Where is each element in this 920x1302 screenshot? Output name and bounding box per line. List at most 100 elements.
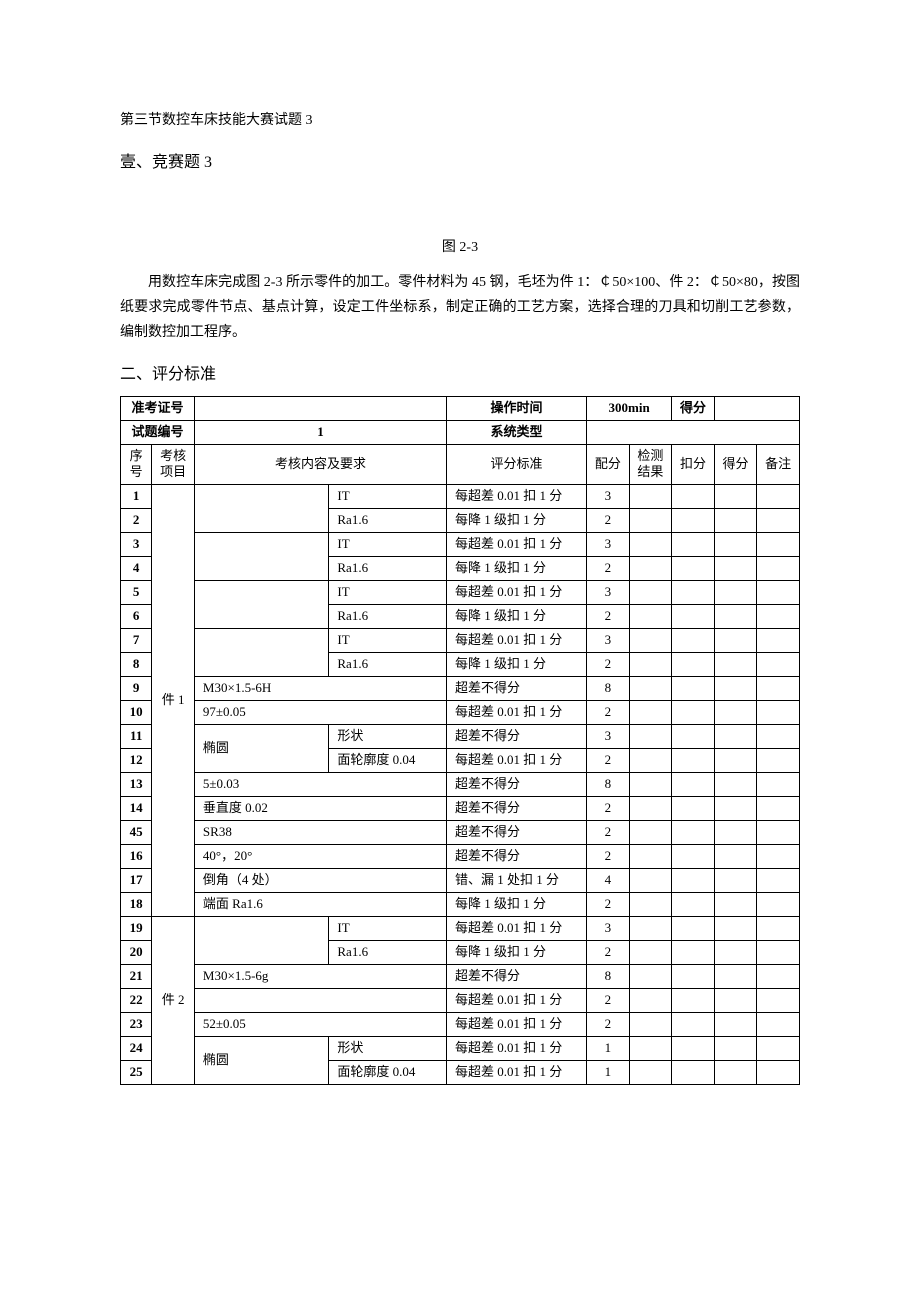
table-row: 45 SR38 超差不得分 2 xyxy=(121,821,800,845)
deduct-cell xyxy=(672,581,715,605)
final-cell xyxy=(714,773,757,797)
standard-cell: 每降 1 级扣 1 分 xyxy=(447,893,587,917)
standard-cell: 每超差 0.01 扣 1 分 xyxy=(447,749,587,773)
seq-cell: 21 xyxy=(121,965,152,989)
alloc-cell: 2 xyxy=(587,821,630,845)
note-cell xyxy=(757,653,800,677)
standard-cell: 超差不得分 xyxy=(447,965,587,989)
section-header: 第三节数控车床技能大赛试题 3 xyxy=(120,110,800,132)
result-cell xyxy=(629,821,672,845)
alloc-cell: 2 xyxy=(587,941,630,965)
deduct-cell xyxy=(672,653,715,677)
alloc-cell: 2 xyxy=(587,509,630,533)
table-row: 5 IT 每超差 0.01 扣 1 分 3 xyxy=(121,581,800,605)
col-alloc: 配分 xyxy=(587,444,630,485)
seq-cell: 12 xyxy=(121,749,152,773)
table-row: 14 垂直度 0.02 超差不得分 2 xyxy=(121,797,800,821)
result-cell xyxy=(629,797,672,821)
standard-cell: 超差不得分 xyxy=(447,725,587,749)
alloc-cell: 2 xyxy=(587,845,630,869)
content-main xyxy=(194,533,328,581)
alloc-cell: 4 xyxy=(587,869,630,893)
result-cell xyxy=(629,485,672,509)
header-row-2: 试题编号 1 系统类型 xyxy=(121,420,800,444)
final-cell xyxy=(714,653,757,677)
standard-cell: 每超差 0.01 扣 1 分 xyxy=(447,629,587,653)
table-row: 16 40°，20° 超差不得分 2 xyxy=(121,845,800,869)
col-final: 得分 xyxy=(714,444,757,485)
note-cell xyxy=(757,485,800,509)
content-full: 97±0.05 xyxy=(194,701,446,725)
content-main xyxy=(194,485,328,533)
ellipse-label-2: 椭圆 xyxy=(194,1037,328,1085)
note-cell xyxy=(757,845,800,869)
content-sub: 形状 xyxy=(329,725,447,749)
deduct-cell xyxy=(672,1013,715,1037)
final-cell xyxy=(714,509,757,533)
final-cell xyxy=(714,581,757,605)
content-sub: IT xyxy=(329,629,447,653)
content-sub: Ra1.6 xyxy=(329,605,447,629)
standard-cell: 每降 1 级扣 1 分 xyxy=(447,557,587,581)
deduct-cell xyxy=(672,965,715,989)
result-cell xyxy=(629,557,672,581)
seq-cell: 13 xyxy=(121,773,152,797)
content-sub: IT xyxy=(329,485,447,509)
alloc-cell: 3 xyxy=(587,485,630,509)
seq-cell: 24 xyxy=(121,1037,152,1061)
note-cell xyxy=(757,893,800,917)
result-cell xyxy=(629,869,672,893)
section2-title: 二、评分标准 xyxy=(120,360,800,384)
seq-cell: 1 xyxy=(121,485,152,509)
content-full: 40°，20° xyxy=(194,845,446,869)
deduct-cell xyxy=(672,605,715,629)
seq-cell: 25 xyxy=(121,1061,152,1085)
col-note: 备注 xyxy=(757,444,800,485)
final-cell xyxy=(714,941,757,965)
col-deduct: 扣分 xyxy=(672,444,715,485)
final-cell xyxy=(714,701,757,725)
alloc-cell: 8 xyxy=(587,677,630,701)
deduct-cell xyxy=(672,821,715,845)
result-cell xyxy=(629,701,672,725)
result-cell xyxy=(629,989,672,1013)
content-sub: 面轮廓度 0.04 xyxy=(329,749,447,773)
seq-cell: 16 xyxy=(121,845,152,869)
alloc-cell: 3 xyxy=(587,533,630,557)
content-full: 垂直度 0.02 xyxy=(194,797,446,821)
result-cell xyxy=(629,533,672,557)
col-seq: 序号 xyxy=(121,444,152,485)
result-cell xyxy=(629,893,672,917)
description-text: 用数控车床完成图 2-3 所示零件的加工。零件材料为 45 钢，毛坯为件 1：￠… xyxy=(120,270,800,346)
seq-cell: 19 xyxy=(121,917,152,941)
alloc-cell: 8 xyxy=(587,773,630,797)
result-cell xyxy=(629,509,672,533)
note-cell xyxy=(757,1061,800,1085)
alloc-cell: 2 xyxy=(587,605,630,629)
standard-cell: 每降 1 级扣 1 分 xyxy=(447,941,587,965)
question-no-label: 试题编号 xyxy=(121,420,195,444)
op-time-label: 操作时间 xyxy=(447,396,587,420)
result-cell xyxy=(629,845,672,869)
seq-cell: 23 xyxy=(121,1013,152,1037)
seq-cell: 2 xyxy=(121,509,152,533)
standard-cell: 每超差 0.01 扣 1 分 xyxy=(447,581,587,605)
result-cell xyxy=(629,581,672,605)
final-cell xyxy=(714,821,757,845)
result-cell xyxy=(629,773,672,797)
op-time-value: 300min xyxy=(587,396,672,420)
alloc-cell: 3 xyxy=(587,629,630,653)
deduct-cell xyxy=(672,485,715,509)
system-type-label: 系统类型 xyxy=(447,420,587,444)
table-row: 23 52±0.05 每超差 0.01 扣 1 分 2 xyxy=(121,1013,800,1037)
content-full: 倒角（4 处） xyxy=(194,869,446,893)
note-cell xyxy=(757,749,800,773)
exam-id-value xyxy=(194,396,446,420)
deduct-cell xyxy=(672,917,715,941)
alloc-cell: 3 xyxy=(587,917,630,941)
seq-cell: 7 xyxy=(121,629,152,653)
standard-cell: 每降 1 级扣 1 分 xyxy=(447,605,587,629)
deduct-cell xyxy=(672,1037,715,1061)
table-row: 18 端面 Ra1.6 每降 1 级扣 1 分 2 xyxy=(121,893,800,917)
content-full xyxy=(194,989,446,1013)
